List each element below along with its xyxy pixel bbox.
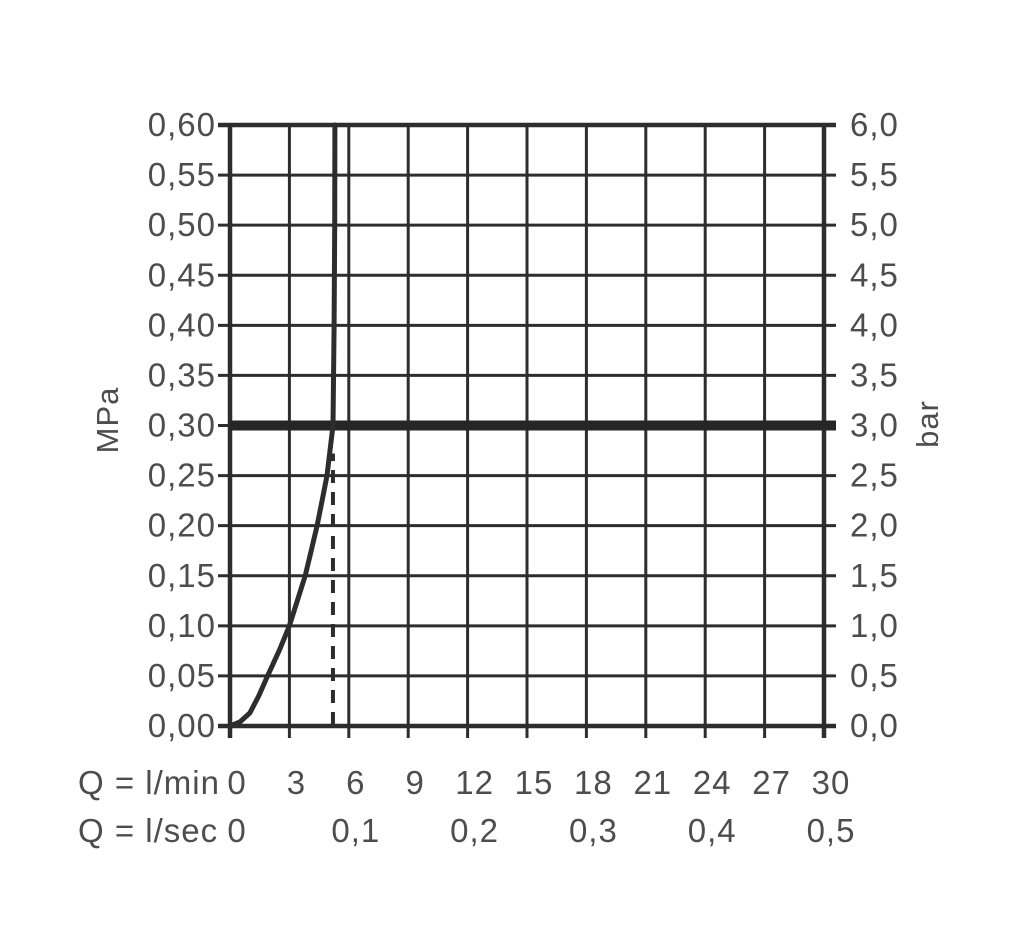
svg-text:MPa: MPa: [90, 387, 125, 454]
svg-text:0,25: 0,25: [148, 457, 216, 494]
svg-text:0,4: 0,4: [688, 812, 737, 849]
svg-text:0,3: 0,3: [569, 812, 618, 849]
svg-text:0,05: 0,05: [148, 657, 216, 694]
svg-text:bar: bar: [910, 400, 945, 448]
right-axis-unit: bar: [910, 400, 945, 448]
svg-text:0,5: 0,5: [850, 657, 899, 694]
svg-text:1,0: 1,0: [850, 607, 899, 644]
lmin-axis-caption: Q = l/min: [78, 764, 220, 801]
svg-text:0,10: 0,10: [148, 607, 216, 644]
svg-text:0,00: 0,00: [148, 707, 216, 744]
svg-text:1,5: 1,5: [850, 557, 899, 594]
svg-text:0,45: 0,45: [148, 256, 216, 293]
svg-text:0: 0: [227, 812, 246, 849]
svg-text:2,5: 2,5: [850, 457, 899, 494]
svg-text:2,0: 2,0: [850, 507, 899, 544]
left-axis-unit: MPa: [90, 387, 125, 454]
svg-text:12: 12: [455, 764, 494, 801]
svg-text:15: 15: [515, 764, 554, 801]
svg-text:0,30: 0,30: [148, 407, 216, 444]
svg-text:27: 27: [752, 764, 791, 801]
svg-text:4,5: 4,5: [850, 256, 899, 293]
svg-text:30: 30: [812, 764, 851, 801]
svg-text:21: 21: [633, 764, 672, 801]
x-gridlines: [227, 125, 827, 738]
svg-text:0,55: 0,55: [148, 156, 216, 193]
svg-text:0,60: 0,60: [148, 106, 216, 143]
svg-text:Q = l/sec: Q = l/sec: [78, 812, 218, 849]
svg-text:Q = l/min: Q = l/min: [78, 764, 220, 801]
svg-text:0,50: 0,50: [148, 206, 216, 243]
svg-text:0,0: 0,0: [850, 707, 899, 744]
svg-text:0,5: 0,5: [807, 812, 856, 849]
svg-text:9: 9: [406, 764, 425, 801]
left-axis-tick-labels: 0,00 0,05 0,10 0,15 0,20 0,25 0,30 0,35 0,40 0,45…: [148, 106, 216, 744]
svg-text:0,20: 0,20: [148, 507, 216, 544]
right-axis-tick-labels: 0,0 0,5 1,0 1,5 2,0 2,5 3,0 3,5 4,0 4,5 5,0 5,5 6,0: [850, 106, 899, 744]
svg-text:0,1: 0,1: [331, 812, 380, 849]
svg-text:4,0: 4,0: [850, 306, 899, 343]
svg-text:5,5: 5,5: [850, 156, 899, 193]
svg-text:0,40: 0,40: [148, 306, 216, 343]
svg-text:5,0: 5,0: [850, 206, 899, 243]
svg-text:3,5: 3,5: [850, 356, 899, 393]
flow-curve: [227, 122, 338, 729]
lsec-axis-caption: Q = l/sec: [78, 812, 218, 849]
svg-text:0,35: 0,35: [148, 356, 216, 393]
svg-text:18: 18: [574, 764, 613, 801]
svg-text:0,15: 0,15: [148, 557, 216, 594]
svg-text:3,0: 3,0: [850, 407, 899, 444]
svg-text:6: 6: [346, 764, 365, 801]
svg-text:3: 3: [287, 764, 306, 801]
svg-text:0: 0: [227, 764, 246, 801]
lmin-tick-labels: 0 3 6 9 12 15 18 21 24 27 30: [227, 764, 851, 801]
svg-text:0,2: 0,2: [450, 812, 499, 849]
lsec-tick-labels: 0 0,1 0,2 0,3 0,4 0,5: [227, 812, 856, 849]
svg-text:24: 24: [693, 764, 732, 801]
svg-text:6,0: 6,0: [850, 106, 899, 143]
